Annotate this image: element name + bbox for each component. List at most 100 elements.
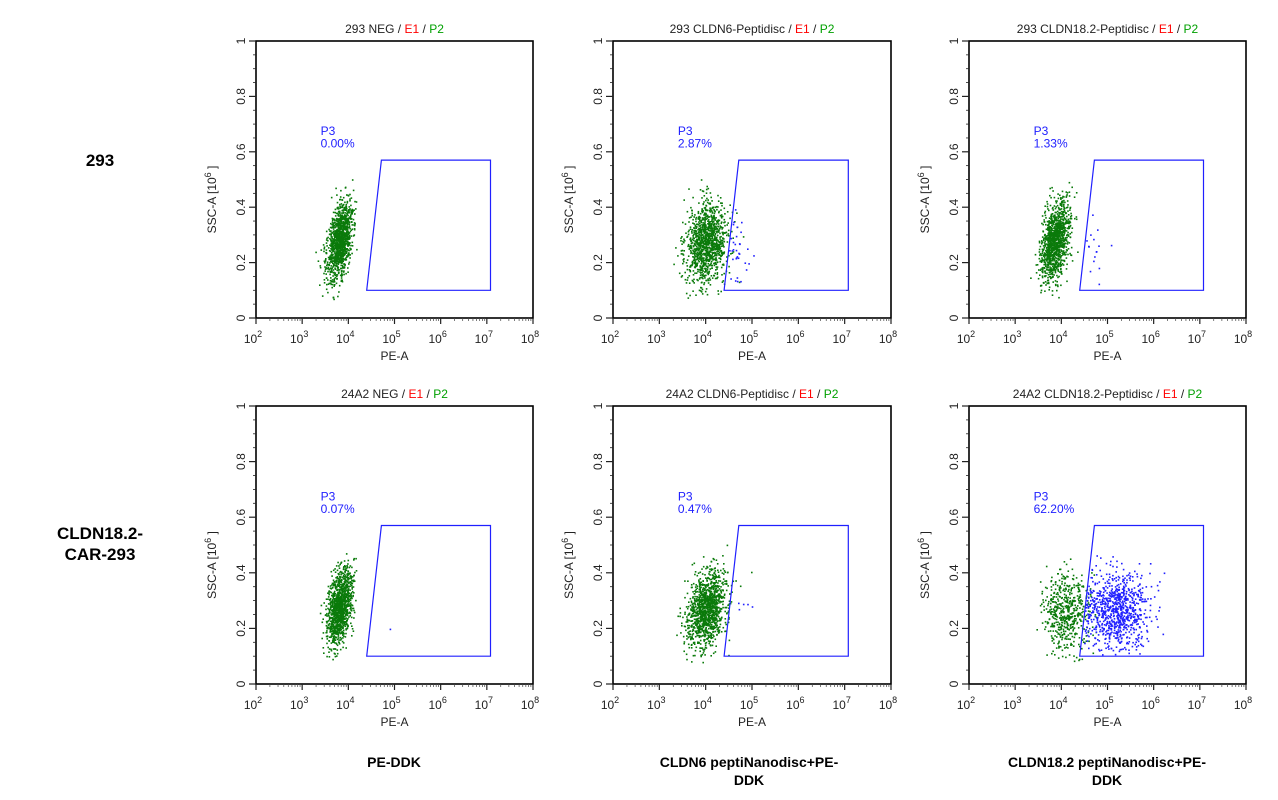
event-dot-p2 (700, 260, 703, 262)
event-dot-p2 (1050, 270, 1052, 273)
event-dot-p2 (695, 216, 698, 219)
event-dot-p2 (335, 282, 338, 285)
event-dot-p2 (708, 221, 710, 223)
event-dot-p2 (1065, 191, 1068, 193)
event-dot-p2 (714, 258, 716, 261)
event-dot-p2 (1052, 241, 1055, 244)
event-dot-p2 (713, 247, 715, 249)
event-dot-p2 (694, 224, 697, 227)
event-dot-p2 (705, 288, 708, 290)
event-dot-p2 (328, 619, 330, 622)
event-dot-p2 (328, 608, 330, 611)
event-dot-p3 (737, 257, 740, 260)
event-dot-p2 (716, 273, 719, 276)
event-dot-p2 (1048, 271, 1051, 273)
event-dot-p2 (1034, 253, 1037, 256)
event-dot-p2 (339, 218, 341, 220)
event-dot-p2 (703, 214, 705, 216)
event-dot-p3 (730, 237, 733, 240)
event-dot-p2 (1043, 239, 1045, 242)
event-dot-p2 (335, 636, 337, 638)
event-dot-p2 (695, 218, 697, 220)
event-dot-p2 (693, 261, 695, 264)
x-axis-label: PE-A (1093, 349, 1121, 363)
event-dot-p2 (717, 252, 719, 255)
event-dot-p2 (1047, 281, 1050, 284)
event-dot-p2 (346, 596, 349, 599)
event-dot-p2 (335, 599, 338, 601)
event-dot-p2 (335, 576, 337, 579)
y-axis-label: SSC-A [106 ] (916, 166, 932, 234)
event-dot-p2 (344, 621, 347, 623)
event-dot-p2 (329, 273, 331, 276)
event-dot-p2 (684, 271, 686, 274)
event-dot-p2 (350, 213, 353, 215)
event-dot-p2 (702, 221, 704, 224)
event-dot-p2 (329, 603, 332, 605)
event-dot-p2 (705, 228, 708, 231)
event-dot-p2 (341, 578, 343, 581)
event-dot-p2 (1052, 220, 1054, 223)
event-dot-p2 (1058, 254, 1060, 256)
event-dot-p2 (324, 262, 326, 264)
event-dot-p2 (704, 290, 707, 293)
event-dot-p2 (695, 227, 697, 229)
event-dot-p2 (327, 603, 330, 605)
event-dot-p2 (690, 246, 693, 249)
event-dot-p2 (344, 636, 347, 638)
event-dot-p3 (1098, 283, 1101, 286)
event-dot-p2 (1061, 205, 1063, 208)
event-dot-p2 (1056, 219, 1059, 222)
event-dot-p2 (687, 230, 690, 233)
event-dot-p2 (339, 236, 341, 239)
event-dot-p2 (1051, 242, 1054, 245)
event-dot-p2 (343, 218, 345, 221)
event-dot-p2 (324, 270, 326, 272)
event-dot-p2 (332, 631, 335, 634)
event-dot-p2 (1068, 191, 1071, 193)
event-dot-p2 (709, 211, 712, 213)
event-dot-p2 (351, 228, 354, 230)
event-dot-p2 (347, 589, 350, 591)
event-dot-p2 (353, 592, 355, 594)
event-dot-p2 (702, 270, 704, 272)
event-dot-p2 (717, 243, 720, 246)
event-dot-p2 (331, 258, 333, 261)
event-dot-p2 (333, 284, 336, 286)
event-dot-p2 (1056, 266, 1058, 268)
event-dot-p2 (338, 598, 341, 601)
event-dot-p2 (1050, 240, 1052, 242)
event-dot-p2 (331, 609, 334, 611)
event-dot-p2 (1050, 267, 1053, 269)
event-dot-p2 (1058, 244, 1060, 247)
event-dot-p2 (340, 256, 342, 258)
event-dot-p2 (1053, 252, 1056, 254)
event-dot-p2 (343, 270, 345, 272)
event-dot-p2 (702, 226, 704, 228)
event-dot-p2 (723, 218, 726, 221)
event-dot-p2 (1047, 273, 1050, 276)
event-dot-p2 (692, 245, 695, 247)
event-dot-p2 (338, 233, 340, 235)
event-dot-p2 (336, 245, 338, 247)
event-dot-p2 (352, 210, 354, 213)
event-dot-p2 (341, 212, 343, 214)
event-dot-p2 (707, 232, 710, 235)
event-dot-p2 (720, 209, 722, 211)
event-dot-p2 (1060, 268, 1062, 271)
event-dot-p2 (1044, 258, 1046, 261)
event-dot-p2 (339, 588, 342, 591)
event-dot-p2 (1053, 268, 1055, 271)
event-dot-p2 (341, 619, 343, 622)
event-dot-p2 (698, 228, 701, 231)
event-dot-p2 (704, 267, 706, 270)
event-dot-p2 (1055, 263, 1057, 265)
event-dot-p2 (725, 260, 728, 263)
event-dot-p2 (711, 210, 713, 212)
event-dot-p2 (337, 235, 339, 238)
event-dot-p2 (711, 232, 714, 235)
event-dot-p2 (711, 227, 713, 230)
event-dot-p3 (735, 235, 738, 238)
event-dot-p2 (335, 597, 337, 600)
event-dot-p2 (329, 230, 331, 232)
